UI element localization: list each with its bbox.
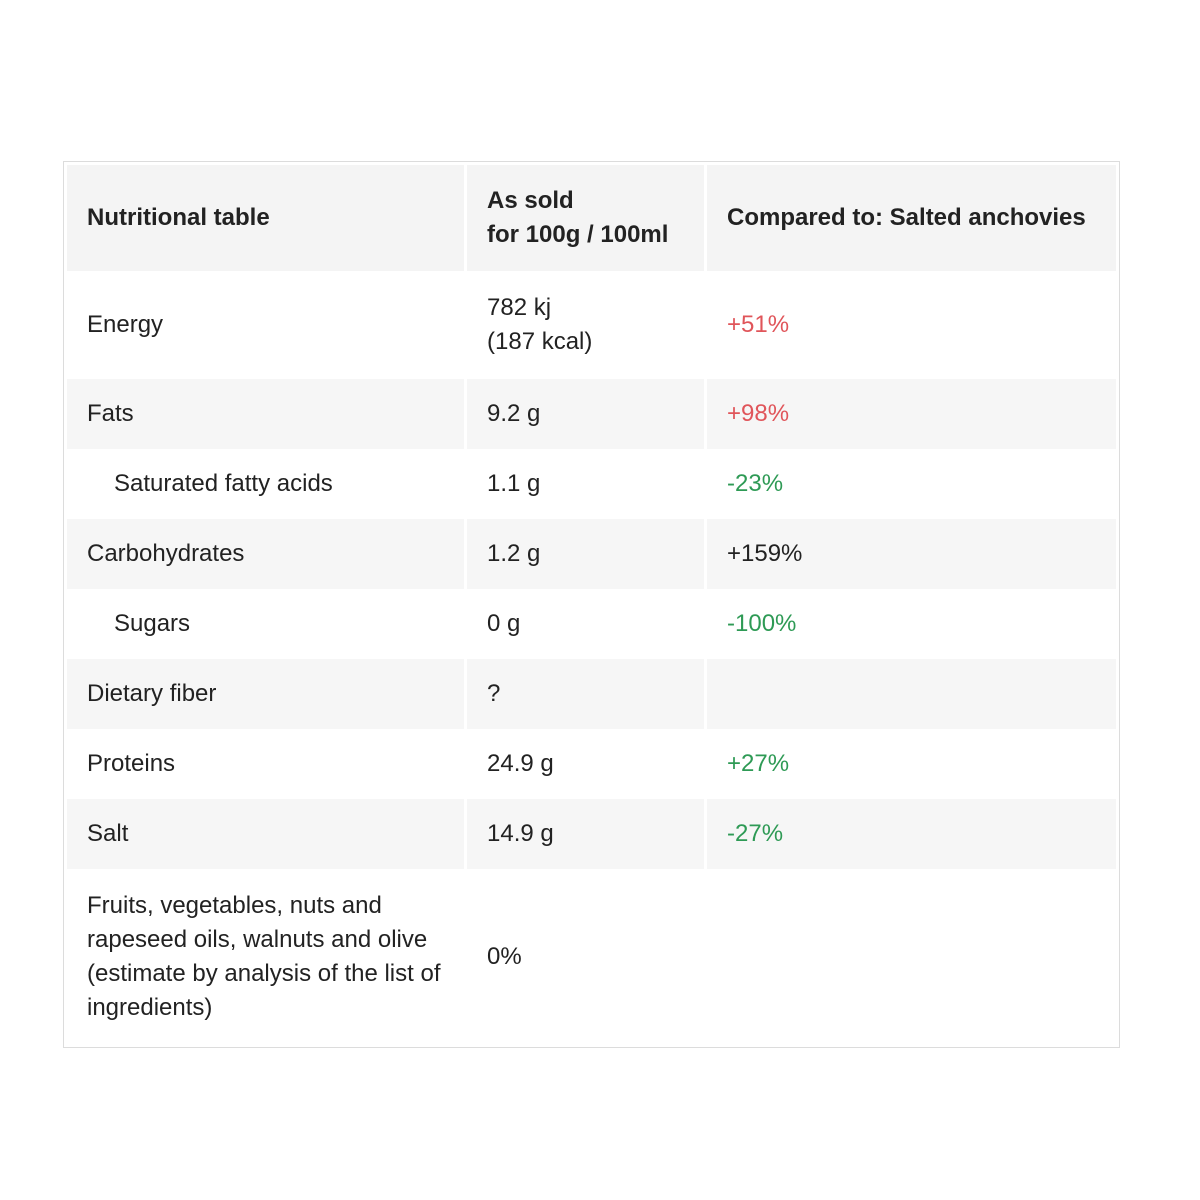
table-row: Dietary fiber ? bbox=[67, 659, 1116, 729]
row-value: 1.1 g bbox=[467, 449, 704, 519]
table-header-row: Nutritional table As sold for 100g / 100… bbox=[67, 165, 1116, 271]
row-value: 24.9 g bbox=[467, 729, 704, 799]
row-value: 1.2 g bbox=[467, 519, 704, 589]
header-as-sold-line2: for 100g / 100ml bbox=[487, 221, 669, 248]
row-label: Energy bbox=[67, 271, 464, 379]
row-label: Proteins bbox=[67, 729, 464, 799]
table-row: Energy 782 kj (187 kcal) +51% bbox=[67, 271, 1116, 379]
table-row: Salt 14.9 g -27% bbox=[67, 799, 1116, 869]
row-label: Saturated fatty acids bbox=[67, 449, 464, 519]
row-label: Carbohydrates bbox=[67, 519, 464, 589]
row-label: Dietary fiber bbox=[67, 659, 464, 729]
row-compare: +27% bbox=[707, 729, 1116, 799]
row-value-line1: 782 kj bbox=[487, 294, 552, 321]
row-value: 0% bbox=[467, 869, 704, 1044]
table-row: Saturated fatty acids 1.1 g -23% bbox=[67, 449, 1116, 519]
table-row: Carbohydrates 1.2 g +159% bbox=[67, 519, 1116, 589]
row-value: 782 kj (187 kcal) bbox=[467, 271, 704, 379]
row-value: 14.9 g bbox=[467, 799, 704, 869]
header-compared-to: Compared to: Salted anchovies bbox=[707, 165, 1116, 271]
row-compare: -100% bbox=[707, 589, 1116, 659]
row-compare: +159% bbox=[707, 519, 1116, 589]
row-label: Salt bbox=[67, 799, 464, 869]
row-compare bbox=[707, 659, 1116, 729]
row-value: 9.2 g bbox=[467, 379, 704, 449]
row-label: Sugars bbox=[67, 589, 464, 659]
table-row: Proteins 24.9 g +27% bbox=[67, 729, 1116, 799]
row-compare bbox=[707, 869, 1116, 1044]
row-value: 0 g bbox=[467, 589, 704, 659]
table-row: Fats 9.2 g +98% bbox=[67, 379, 1116, 449]
nutrition-table: Nutritional table As sold for 100g / 100… bbox=[64, 165, 1119, 1044]
nutrition-table-container: Nutritional table As sold for 100g / 100… bbox=[63, 161, 1120, 1048]
row-compare: -27% bbox=[707, 799, 1116, 869]
row-label: Fruits, vegetables, nuts and rapeseed oi… bbox=[67, 869, 464, 1044]
header-nutritional-table: Nutritional table bbox=[67, 165, 464, 271]
row-value-line2: (187 kcal) bbox=[487, 328, 593, 355]
row-compare: +51% bbox=[707, 271, 1116, 379]
header-as-sold: As sold for 100g / 100ml bbox=[467, 165, 704, 271]
row-compare: -23% bbox=[707, 449, 1116, 519]
table-row: Fruits, vegetables, nuts and rapeseed oi… bbox=[67, 869, 1116, 1044]
table-row: Sugars 0 g -100% bbox=[67, 589, 1116, 659]
row-value: ? bbox=[467, 659, 704, 729]
header-as-sold-line1: As sold bbox=[487, 187, 574, 214]
row-compare: +98% bbox=[707, 379, 1116, 449]
row-label: Fats bbox=[67, 379, 464, 449]
